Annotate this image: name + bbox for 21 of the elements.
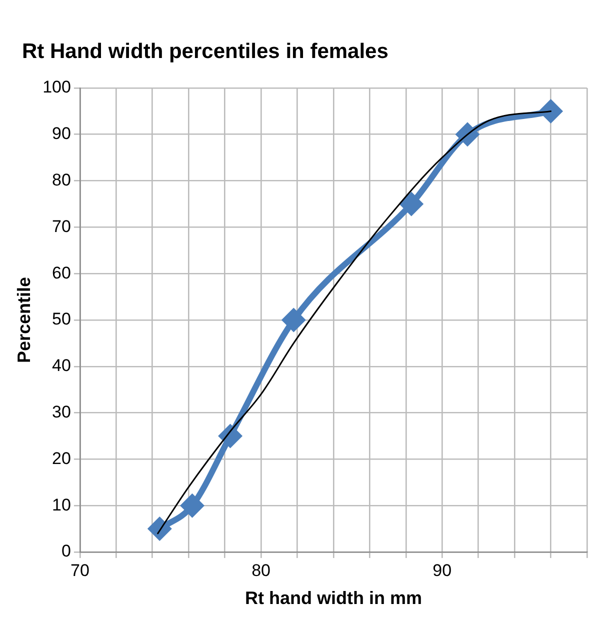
y-tick-label: 60 — [52, 263, 71, 282]
x-axis-title: Rt hand width in mm — [244, 588, 422, 608]
y-tick-label: 50 — [52, 310, 71, 329]
point — [540, 100, 562, 122]
y-tick-label: 90 — [52, 124, 71, 144]
point — [181, 494, 204, 517]
y-tick-label: 80 — [52, 170, 71, 190]
y-tick-label: 100 — [42, 78, 71, 97]
y-tick-label: 20 — [52, 448, 71, 468]
point — [282, 309, 305, 331]
y-tick-label: 0 — [61, 542, 71, 561]
y-tick-label: 70 — [52, 216, 71, 236]
x-tick-label: 90 — [432, 560, 452, 580]
x-tick-label: 70 — [70, 560, 90, 580]
x-tick-label: 80 — [252, 560, 271, 580]
point — [400, 193, 422, 215]
y-tick-label: 30 — [52, 402, 71, 422]
y-axis-title: Percentile — [14, 276, 34, 364]
chart-title: Rt Hand width percentiles in females — [22, 40, 388, 64]
y-tick-label: 10 — [52, 495, 71, 514]
y-tick-label: 40 — [52, 356, 71, 376]
